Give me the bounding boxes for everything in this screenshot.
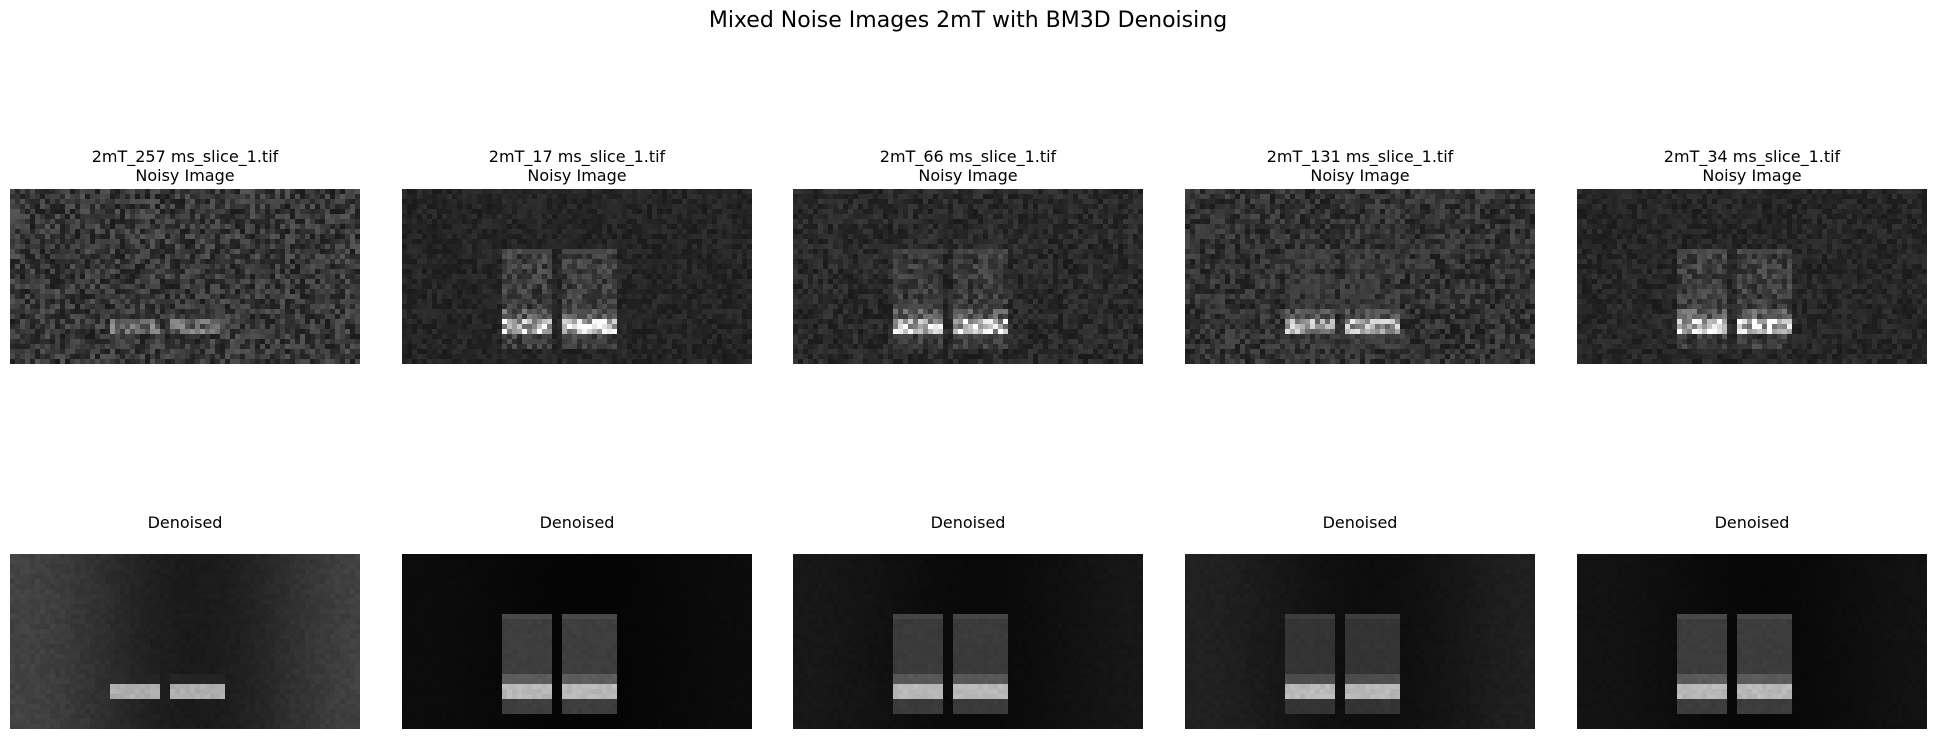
noisy-filename-4: 2mT_131 ms_slice_1.tif bbox=[1266, 147, 1454, 166]
denoised-title-3: Denoised bbox=[930, 513, 1006, 532]
noisy-image-3 bbox=[793, 189, 1143, 364]
denoised-image-4 bbox=[1185, 554, 1535, 729]
noisy-filename-5: 2mT_34 ms_slice_1.tif bbox=[1663, 147, 1841, 166]
noisy-label-4: Noisy Image bbox=[1310, 166, 1410, 185]
noisy-filename-2: 2mT_17 ms_slice_1.tif bbox=[488, 147, 666, 166]
noisy-image-2 bbox=[402, 189, 752, 364]
noisy-title-1: 2mT_257 ms_slice_1.tif Noisy Image bbox=[10, 147, 360, 185]
denoised-image-1 bbox=[10, 554, 360, 729]
noisy-label-5: Noisy Image bbox=[1702, 166, 1802, 185]
noisy-title-5: 2mT_34 ms_slice_1.tif Noisy Image bbox=[1577, 147, 1927, 185]
figure-title: Mixed Noise Images 2mT with BM3D Denoisi… bbox=[708, 8, 1228, 33]
noisy-image-4 bbox=[1185, 189, 1535, 364]
noisy-image-1 bbox=[10, 189, 360, 364]
noisy-label-1: Noisy Image bbox=[135, 166, 235, 185]
denoised-image-5 bbox=[1577, 554, 1927, 729]
denoised-title-5: Denoised bbox=[1714, 513, 1790, 532]
denoised-title-2: Denoised bbox=[539, 513, 615, 532]
noisy-title-4: 2mT_131 ms_slice_1.tif Noisy Image bbox=[1185, 147, 1535, 185]
noisy-filename-3: 2mT_66 ms_slice_1.tif bbox=[879, 147, 1057, 166]
noisy-title-2: 2mT_17 ms_slice_1.tif Noisy Image bbox=[402, 147, 752, 185]
denoised-title-1: Denoised bbox=[147, 513, 223, 532]
denoised-image-3 bbox=[793, 554, 1143, 729]
noisy-filename-1: 2mT_257 ms_slice_1.tif bbox=[91, 147, 279, 166]
noisy-image-5 bbox=[1577, 189, 1927, 364]
denoised-title-4: Denoised bbox=[1322, 513, 1398, 532]
noisy-title-3: 2mT_66 ms_slice_1.tif Noisy Image bbox=[793, 147, 1143, 185]
noisy-label-3: Noisy Image bbox=[918, 166, 1018, 185]
noisy-label-2: Noisy Image bbox=[527, 166, 627, 185]
denoised-image-2 bbox=[402, 554, 752, 729]
